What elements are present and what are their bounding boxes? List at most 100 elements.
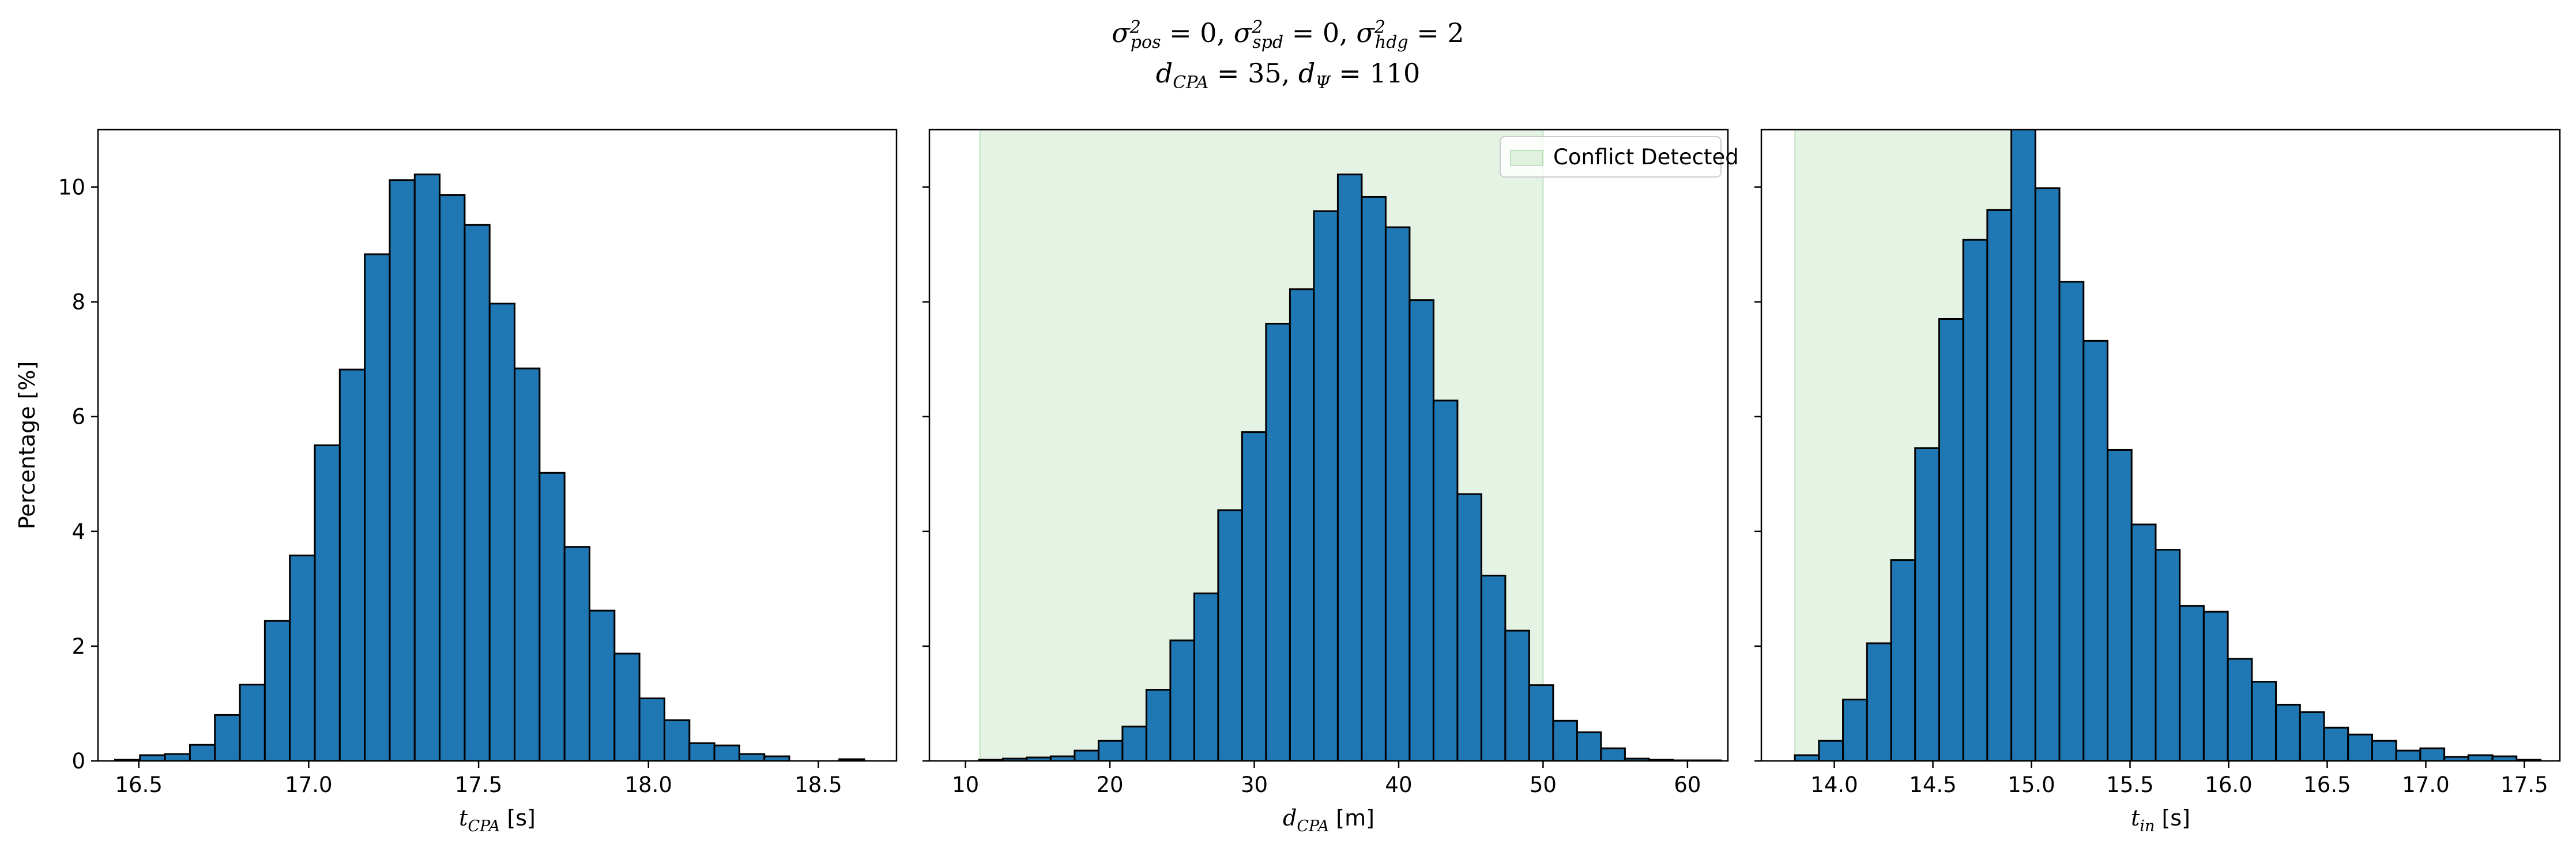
histogram-bar — [1336, 174, 1363, 761]
x-tick-label: 17.0 — [2402, 772, 2449, 797]
histogram-bar — [838, 758, 865, 761]
title-term: d — [1155, 58, 1173, 89]
chart-panel-2: 10 20 30 40 50 60 dCPA [m] Conflict Detected — [922, 129, 1739, 835]
histogram-bar — [1986, 209, 2013, 761]
histogram-bar — [439, 194, 466, 761]
title-text: = 110 — [1330, 58, 1421, 89]
histogram-bar — [2323, 726, 2349, 761]
x-tick-label: 16.5 — [2303, 772, 2351, 797]
histogram-bar — [1265, 322, 1291, 761]
histogram-bar — [2299, 711, 2325, 761]
x-tick-label: 50 — [1530, 772, 1557, 797]
x-tick-label: 10 — [952, 772, 979, 797]
title-superscript: 2 — [1252, 17, 1263, 37]
axes-frame — [97, 129, 898, 762]
histogram-bar — [2058, 281, 2085, 761]
x-tick-label: 16.0 — [2205, 772, 2252, 797]
title-text: = 0, — [1161, 17, 1234, 48]
histogram-bar — [1361, 195, 1387, 761]
x-axis-label-subscript: CPA — [1297, 817, 1329, 835]
histogram-bar — [538, 472, 566, 761]
histogram-bar — [2347, 733, 2373, 761]
legend-label: Conflict Detected — [1553, 145, 1739, 169]
histogram-bar — [164, 753, 191, 761]
title-term: σ — [1112, 17, 1130, 48]
histogram-bar — [1794, 754, 1820, 761]
histogram-bar — [2155, 549, 2181, 761]
x-tick-label: 16.5 — [115, 772, 163, 797]
histogram-bar — [1097, 740, 1124, 761]
x-axis-label-unit: [s] — [2155, 805, 2190, 831]
histogram-bar — [1145, 689, 1172, 761]
histogram-bar — [1600, 747, 1626, 761]
x-tick-label: 15.5 — [2106, 772, 2153, 797]
histogram-bar — [2107, 448, 2133, 761]
histogram-bar — [638, 697, 665, 761]
x-tick-label: 20 — [1097, 772, 1124, 797]
y-tick-label: 10 — [58, 175, 85, 200]
histogram-bar — [1313, 210, 1339, 761]
title-subscript: pos — [1130, 32, 1161, 53]
histogram-bar — [1866, 642, 1892, 761]
title-text: = 2 — [1408, 17, 1464, 48]
histogram-bar — [713, 744, 740, 761]
histogram-bar — [2034, 187, 2061, 761]
histogram-bar — [1169, 639, 1195, 761]
histogram-bar — [1121, 725, 1147, 761]
title-text: = 35, — [1208, 58, 1298, 89]
histogram-bar — [2419, 747, 2446, 761]
histogram-bar — [289, 555, 316, 761]
axes-frame — [1760, 129, 2561, 762]
histogram-bar — [2491, 755, 2518, 761]
histogram-bars — [1794, 130, 2541, 761]
histogram-bar — [589, 609, 616, 761]
x-tick-label: 18.5 — [794, 772, 842, 797]
chart-panel-3: 14.0 14.5 15.0 15.5 16.0 16.5 17.0 17.5 tin [s] — [1754, 129, 2561, 835]
histogram-bar — [514, 367, 541, 761]
histogram-bar — [214, 714, 241, 761]
histogram-bar — [314, 444, 341, 761]
histogram-bar — [1432, 399, 1459, 761]
figure-title: σ2pos = 0, σ2spd = 0, σ2hdg = 2 dCPA = 3… — [0, 13, 2576, 93]
title-superscript: 2 — [1374, 17, 1385, 37]
histogram-bar — [1552, 719, 1578, 761]
title-text: = 0, — [1283, 17, 1357, 48]
histogram-bar — [1818, 740, 1844, 761]
x-tick-label: 14.5 — [1909, 772, 1956, 797]
histogram-bar — [1890, 559, 1916, 761]
chart-panel-1: 16.5 17.0 17.5 18.0 18.5 0 2 4 6 8 10 tCPA [s] Perce… — [14, 129, 898, 835]
histogram-bar — [763, 755, 790, 761]
x-tick-label: 60 — [1674, 772, 1701, 797]
title-subscript: spd — [1252, 32, 1284, 53]
title-subscript: hdg — [1374, 32, 1408, 53]
histogram-bar — [2467, 754, 2494, 761]
histogram-bar — [1914, 447, 1940, 761]
histogram-bar — [488, 303, 516, 761]
y-tick-label: 6 — [71, 405, 85, 429]
title-term: d — [1298, 58, 1316, 89]
histogram-bar — [1193, 592, 1219, 761]
y-tick-label: 2 — [71, 634, 85, 659]
x-axis-label-subscript: CPA — [468, 817, 500, 835]
histogram-bars — [978, 174, 1722, 761]
title-line-1: σ2pos = 0, σ2spd = 0, σ2hdg = 2 — [0, 13, 2576, 53]
histogram-bar — [413, 174, 441, 761]
histogram-bar — [1504, 629, 1530, 761]
x-tick-label: 14.0 — [1810, 772, 1858, 797]
histogram-bar — [1528, 684, 1554, 761]
title-subscript: Ψ — [1315, 73, 1331, 93]
histogram-bar — [1217, 509, 1243, 761]
histogram-bar — [338, 368, 366, 761]
histogram-bar — [2179, 605, 2205, 761]
x-tick-label: 18.0 — [625, 772, 672, 797]
histogram-bar — [1938, 318, 1964, 761]
x-tick-label: 17.5 — [455, 772, 502, 797]
title-term: σ — [1356, 17, 1374, 48]
x-tick-label: 17.5 — [2500, 772, 2548, 797]
legend-box — [1500, 136, 1722, 178]
histogram-bar — [688, 742, 715, 761]
histogram-bar — [2010, 130, 2036, 761]
histogram-bar — [189, 744, 216, 761]
histogram-bar — [1408, 299, 1434, 761]
x-axis-label-symbol: t — [459, 805, 468, 831]
